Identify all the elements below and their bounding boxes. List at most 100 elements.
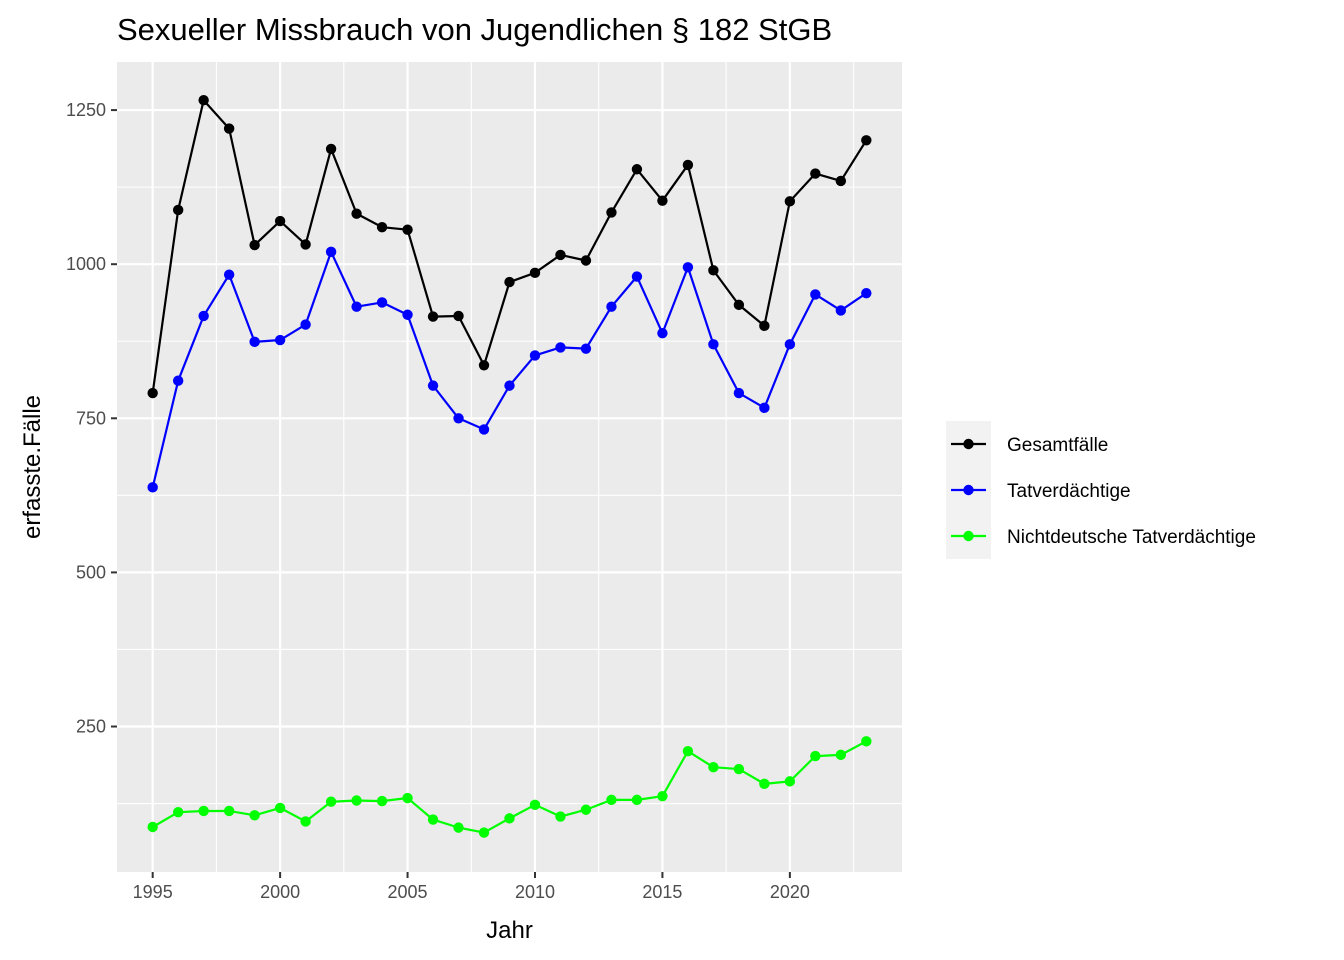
- data-point-gesamtfälle: [555, 249, 566, 261]
- data-point-nichtdeutsche-tatverdächtige: [376, 795, 388, 807]
- legend-key-point-gesamtfälle: [963, 438, 974, 450]
- data-point-gesamtfälle: [657, 195, 668, 206]
- y-tick-label: 250: [76, 717, 106, 737]
- data-point-gesamtfälle: [147, 387, 158, 399]
- data-point-tatverdächtige: [478, 424, 490, 435]
- data-point-nichtdeutsche-tatverdächtige: [631, 794, 643, 806]
- data-point-gesamtfälle: [453, 310, 464, 322]
- data-point-nichtdeutsche-tatverdächtige: [580, 804, 592, 815]
- x-tick-label: 2015: [642, 882, 682, 902]
- data-point-nichtdeutsche-tatverdächtige: [427, 814, 439, 825]
- data-point-nichtdeutsche-tatverdächtige: [478, 827, 490, 838]
- data-point-nichtdeutsche-tatverdächtige: [504, 813, 515, 824]
- data-point-tatverdächtige: [708, 339, 719, 350]
- y-tick-label: 500: [76, 562, 106, 582]
- data-point-gesamtfälle: [351, 208, 362, 219]
- y-tick-label: 1250: [66, 100, 106, 120]
- data-point-tatverdächtige: [504, 380, 515, 391]
- data-point-nichtdeutsche-tatverdächtige: [682, 745, 694, 757]
- data-point-gesamtfälle: [861, 135, 872, 146]
- data-point-tatverdächtige: [682, 262, 694, 273]
- data-point-nichtdeutsche-tatverdächtige: [300, 816, 311, 827]
- data-point-tatverdächtige: [733, 387, 745, 399]
- data-point-nichtdeutsche-tatverdächtige: [529, 799, 541, 811]
- data-point-gesamtfälle: [631, 164, 643, 175]
- data-point-gesamtfälle: [759, 320, 770, 332]
- data-point-gesamtfälle: [427, 311, 439, 322]
- data-point-gesamtfälle: [172, 204, 184, 216]
- data-point-gesamtfälle: [504, 276, 515, 288]
- data-point-tatverdächtige: [351, 301, 362, 312]
- data-point-tatverdächtige: [810, 289, 821, 300]
- data-point-tatverdächtige: [580, 343, 592, 354]
- data-point-gesamtfälle: [325, 143, 337, 155]
- data-point-gesamtfälle: [606, 207, 617, 218]
- data-point-gesamtfälle: [784, 196, 796, 207]
- data-point-tatverdächtige: [172, 375, 184, 386]
- x-axis: 1995 2000 2005 2010 2015 2020: [133, 872, 810, 902]
- data-point-tatverdächtige: [529, 350, 541, 361]
- data-point-tatverdächtige: [198, 310, 209, 322]
- chart-title: Sexueller Missbrauch von Jugendlichen § …: [117, 12, 832, 47]
- data-point-nichtdeutsche-tatverdächtige: [223, 805, 235, 817]
- x-tick-label: 2020: [770, 882, 810, 902]
- data-point-nichtdeutsche-tatverdächtige: [606, 794, 617, 806]
- data-point-nichtdeutsche-tatverdächtige: [784, 776, 796, 787]
- data-point-tatverdächtige: [274, 334, 286, 346]
- data-point-tatverdächtige: [759, 402, 770, 414]
- data-point-gesamtfälle: [376, 222, 388, 233]
- data-point-nichtdeutsche-tatverdächtige: [249, 810, 260, 821]
- data-point-tatverdächtige: [835, 305, 847, 316]
- data-point-nichtdeutsche-tatverdächtige: [657, 790, 668, 802]
- x-tick-label: 1995: [133, 882, 173, 902]
- plot-panel: [117, 62, 902, 872]
- data-point-gesamtfälle: [300, 239, 311, 250]
- data-point-nichtdeutsche-tatverdächtige: [810, 750, 821, 762]
- data-point-gesamtfälle: [478, 360, 490, 371]
- data-point-tatverdächtige: [376, 297, 388, 308]
- data-point-gesamtfälle: [402, 224, 413, 235]
- data-point-nichtdeutsche-tatverdächtige: [198, 805, 209, 817]
- data-point-nichtdeutsche-tatverdächtige: [733, 763, 745, 775]
- x-axis-title: Jahr: [486, 917, 533, 944]
- legend-label-nichtdeutsche-tatverdächtige: Nichtdeutsche Tatverdächtige: [1007, 527, 1256, 548]
- data-point-nichtdeutsche-tatverdächtige: [351, 795, 362, 806]
- y-tick-label: 1000: [66, 254, 106, 274]
- data-point-tatverdächtige: [249, 336, 260, 348]
- data-point-gesamtfälle: [835, 175, 847, 187]
- y-axis: 250 500 750 1000 1250: [66, 100, 117, 737]
- legend-key-point-tatverdächtige: [963, 484, 974, 496]
- data-point-gesamtfälle: [249, 239, 260, 251]
- data-point-nichtdeutsche-tatverdächtige: [274, 802, 286, 814]
- legend: Gesamtfälle Tatverdächtige Nichtdeutsche T…: [946, 421, 1256, 559]
- grid-major: [117, 62, 902, 872]
- x-tick-label: 2010: [515, 882, 555, 902]
- data-point-tatverdächtige: [427, 380, 439, 391]
- data-point-tatverdächtige: [402, 309, 413, 320]
- data-point-gesamtfälle: [529, 267, 541, 279]
- data-point-tatverdächtige: [555, 342, 566, 353]
- data-point-gesamtfälle: [198, 95, 209, 106]
- data-point-tatverdächtige: [861, 287, 872, 299]
- data-point-nichtdeutsche-tatverdächtige: [861, 736, 872, 747]
- data-point-nichtdeutsche-tatverdächtige: [325, 796, 337, 807]
- data-point-gesamtfälle: [733, 299, 745, 311]
- series-group: [147, 95, 872, 838]
- x-tick-label: 2005: [388, 882, 428, 902]
- data-point-nichtdeutsche-tatverdächtige: [402, 792, 413, 804]
- data-point-tatverdächtige: [325, 246, 337, 258]
- data-point-nichtdeutsche-tatverdächtige: [453, 822, 464, 833]
- data-point-nichtdeutsche-tatverdächtige: [759, 778, 770, 790]
- data-point-tatverdächtige: [631, 271, 643, 282]
- data-point-tatverdächtige: [784, 339, 796, 350]
- data-point-tatverdächtige: [147, 482, 158, 493]
- data-point-tatverdächtige: [606, 301, 617, 312]
- data-point-tatverdächtige: [223, 269, 235, 280]
- data-point-nichtdeutsche-tatverdächtige: [555, 811, 566, 822]
- data-point-nichtdeutsche-tatverdächtige: [835, 749, 847, 761]
- data-point-gesamtfälle: [223, 123, 235, 134]
- data-point-tatverdächtige: [657, 328, 668, 339]
- data-point-gesamtfälle: [274, 215, 286, 227]
- data-point-tatverdächtige: [300, 319, 311, 330]
